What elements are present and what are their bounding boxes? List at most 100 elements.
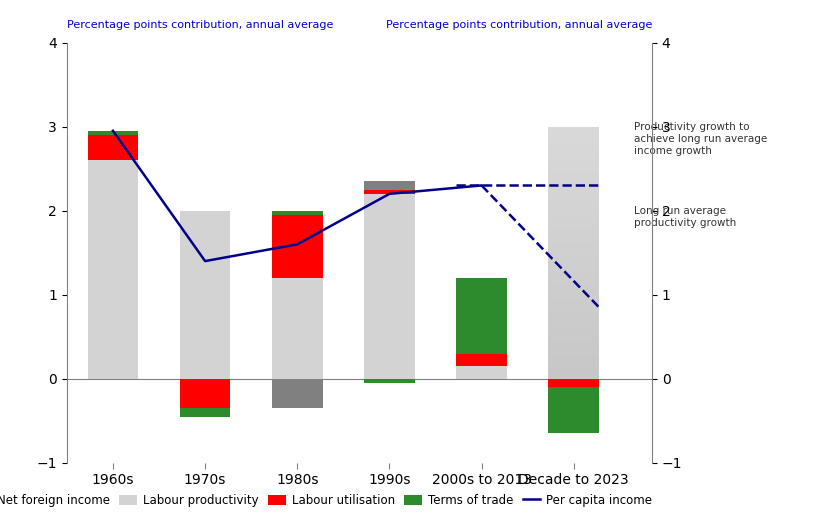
Bar xyxy=(548,322,599,323)
Bar xyxy=(548,387,599,434)
Bar xyxy=(548,378,599,379)
Bar xyxy=(548,379,599,387)
Bar xyxy=(548,298,599,300)
Bar xyxy=(548,303,599,304)
Bar xyxy=(548,148,599,149)
Bar xyxy=(548,133,599,134)
Bar xyxy=(548,221,599,222)
Bar xyxy=(548,154,599,156)
Bar xyxy=(548,310,599,311)
Bar xyxy=(548,297,599,298)
Bar xyxy=(548,274,599,276)
Bar xyxy=(548,302,599,303)
Bar xyxy=(548,147,599,148)
Bar xyxy=(548,158,599,160)
Bar xyxy=(548,342,599,344)
Bar xyxy=(548,359,599,360)
Bar xyxy=(548,191,599,192)
Bar xyxy=(548,352,599,354)
Bar xyxy=(548,222,599,223)
Bar xyxy=(548,202,599,204)
Bar xyxy=(548,364,599,365)
Bar xyxy=(548,276,599,277)
Bar xyxy=(548,304,599,306)
Bar xyxy=(548,143,599,144)
Bar xyxy=(548,156,599,157)
Bar xyxy=(548,321,599,322)
Bar xyxy=(548,301,599,302)
Bar xyxy=(548,212,599,214)
Bar xyxy=(456,366,507,379)
Bar xyxy=(548,257,599,259)
Bar xyxy=(548,340,599,341)
Bar xyxy=(548,136,599,137)
Bar xyxy=(548,230,599,231)
Bar xyxy=(548,269,599,270)
Bar xyxy=(548,360,599,361)
Bar xyxy=(548,228,599,229)
Bar xyxy=(548,177,599,178)
Bar xyxy=(548,371,599,372)
Bar xyxy=(548,243,599,244)
Bar xyxy=(548,290,599,292)
Bar xyxy=(548,186,599,187)
Bar xyxy=(548,138,599,139)
Bar xyxy=(548,288,599,289)
Bar xyxy=(548,234,599,235)
Bar xyxy=(548,146,599,147)
Bar xyxy=(548,327,599,328)
Bar xyxy=(548,272,599,273)
Bar xyxy=(548,260,599,262)
Bar xyxy=(548,137,599,138)
Bar xyxy=(548,279,599,280)
Bar xyxy=(548,351,599,352)
Bar xyxy=(548,249,599,250)
Bar xyxy=(548,130,599,131)
Bar xyxy=(548,320,599,321)
Bar xyxy=(548,127,599,128)
Bar xyxy=(548,178,599,180)
Bar xyxy=(548,355,599,356)
Bar xyxy=(548,323,599,325)
Bar xyxy=(548,162,599,163)
Bar xyxy=(548,216,599,218)
Bar xyxy=(548,318,599,320)
Bar xyxy=(548,325,599,326)
Bar xyxy=(548,185,599,186)
Bar xyxy=(548,201,599,202)
Bar xyxy=(548,152,599,153)
Bar xyxy=(88,131,138,135)
Bar xyxy=(548,330,599,331)
Bar xyxy=(548,142,599,143)
Bar xyxy=(548,194,599,195)
Bar xyxy=(548,153,599,154)
Bar xyxy=(548,296,599,297)
Bar xyxy=(548,259,599,260)
Bar xyxy=(548,270,599,272)
Bar xyxy=(548,235,599,236)
Bar xyxy=(548,365,599,366)
Bar xyxy=(548,182,599,184)
Bar xyxy=(548,283,599,284)
Bar xyxy=(548,263,599,264)
Bar xyxy=(548,215,599,216)
Bar xyxy=(548,188,599,190)
Bar xyxy=(548,157,599,158)
Bar xyxy=(548,187,599,188)
Bar xyxy=(364,190,415,194)
Bar xyxy=(548,220,599,221)
Bar xyxy=(548,211,599,212)
Bar xyxy=(548,369,599,370)
Bar xyxy=(548,347,599,348)
Bar xyxy=(548,214,599,215)
Bar xyxy=(548,129,599,130)
Bar xyxy=(548,140,599,142)
Bar xyxy=(548,335,599,336)
Bar xyxy=(548,277,599,278)
Bar xyxy=(180,379,231,408)
Bar xyxy=(548,164,599,165)
Bar xyxy=(548,311,599,312)
Bar xyxy=(548,229,599,230)
Bar xyxy=(548,206,599,207)
Bar xyxy=(548,165,599,167)
